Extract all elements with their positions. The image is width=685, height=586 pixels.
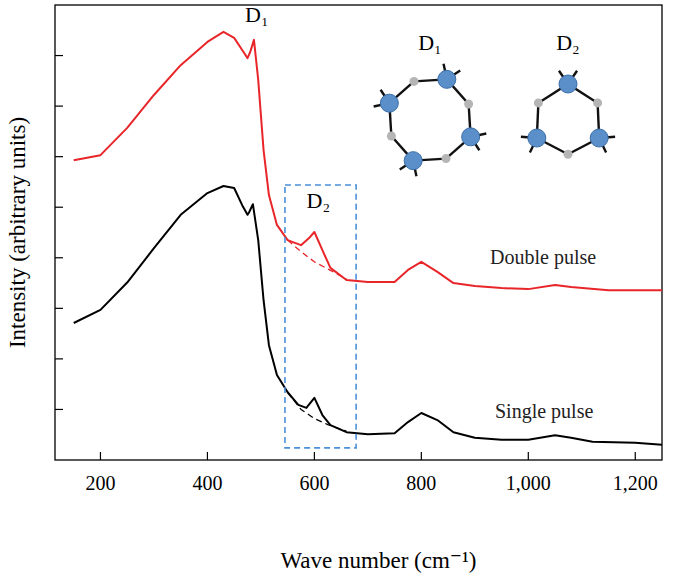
ring-diagram <box>521 71 615 159</box>
y-tick <box>55 409 63 410</box>
x-tick-label: 1,200 <box>613 472 658 494</box>
x-axis-label: Wave number (cm⁻¹) <box>281 548 477 573</box>
ring-label: D₂ <box>556 30 580 55</box>
x-tick-label: 200 <box>85 472 115 494</box>
series-label: Double pulse <box>490 246 596 269</box>
y-tick <box>55 358 63 359</box>
si-atom <box>380 94 398 112</box>
si-atom <box>528 129 546 147</box>
plot-area <box>74 32 662 445</box>
o-atom <box>387 131 396 140</box>
series-line <box>74 186 662 445</box>
x-tick <box>635 452 636 460</box>
x-tick <box>421 452 422 460</box>
plot-frame <box>55 5 662 460</box>
baseline-line <box>288 392 347 431</box>
peak-annotation: D₂ <box>307 188 331 213</box>
series-line <box>74 32 662 290</box>
y-tick <box>55 308 63 309</box>
chart-svg: 200 400 600 800 1,000 1,200 Wave number (cm⁻¹)… <box>0 0 685 586</box>
x-tick-label: 800 <box>406 472 436 494</box>
y-tick <box>55 106 63 107</box>
x-tick <box>207 452 208 460</box>
chart-root: 200 400 600 800 1,000 1,200 Wave number (cm⁻¹)… <box>0 0 685 586</box>
highlight-box <box>285 185 356 448</box>
o-atom <box>464 100 473 109</box>
o-atom <box>564 150 573 159</box>
y-tick <box>55 207 63 208</box>
y-tick <box>55 55 63 56</box>
ring-label: D₁ <box>418 30 442 55</box>
si-atom <box>438 70 456 88</box>
si-atom <box>404 152 422 170</box>
si-atom <box>462 128 480 146</box>
si-atom <box>559 75 577 93</box>
series-label: Single pulse <box>495 400 593 423</box>
x-tick-label: 600 <box>299 472 329 494</box>
o-atom <box>593 98 602 107</box>
ring-diagram <box>374 64 487 177</box>
baseline-line <box>288 240 347 279</box>
x-tick <box>528 452 529 460</box>
x-tick-label: 1,000 <box>506 472 551 494</box>
x-tick <box>100 452 101 460</box>
o-atom <box>441 154 450 163</box>
peak-annotation: D₁ <box>245 2 269 27</box>
o-atom <box>534 98 543 107</box>
o-atom <box>410 77 419 86</box>
x-tick-label: 400 <box>192 472 222 494</box>
y-tick <box>55 156 63 157</box>
si-atom <box>590 129 608 147</box>
y-tick <box>55 257 63 258</box>
x-tick <box>314 452 315 460</box>
y-axis-label: Intensity (arbitrary units) <box>5 117 30 348</box>
